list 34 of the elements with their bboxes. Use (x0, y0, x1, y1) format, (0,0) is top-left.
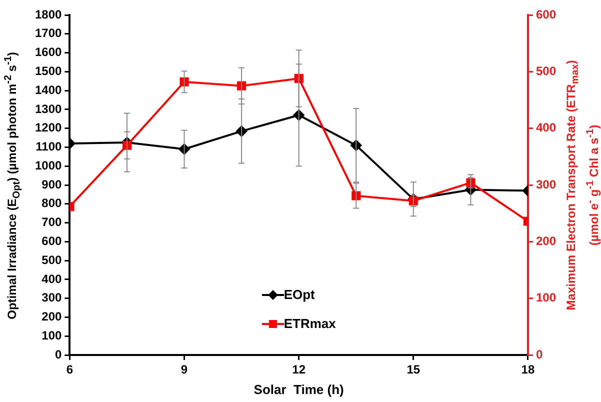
y2-tick-label: 300 (536, 177, 556, 192)
x-tick-label: 15 (406, 362, 420, 377)
x-tick-label: 9 (180, 362, 188, 377)
y-tick-label: 1500 (34, 64, 62, 78)
x-tick-label: 6 (66, 362, 74, 377)
x-tick-label: 12 (292, 362, 306, 377)
y-tick-label: 900 (42, 177, 62, 192)
y-tick-label: 1100 (36, 140, 62, 154)
y2-tick-label: 0 (536, 347, 543, 362)
y-tick-label: 100 (42, 328, 62, 342)
y-tick-label: 1700 (34, 26, 62, 40)
y-tick-label: 1600 (34, 45, 62, 60)
y2-tick-label: 100 (536, 290, 556, 305)
legend-label: EOpt (284, 287, 315, 302)
y-tick-label: 1400 (34, 82, 62, 97)
y-tick-label: 400 (42, 272, 62, 286)
y-tick-label: 600 (42, 234, 62, 248)
y2-tick-label: 400 (536, 120, 556, 135)
x-tick-label: 18 (521, 362, 535, 377)
y-tick-label: 1300 (34, 102, 62, 116)
y-tick-label: 500 (42, 252, 62, 267)
y-tick-label: 800 (42, 196, 62, 210)
y-tick-label: 1800 (34, 7, 62, 22)
x-axis-title: Solar Time (h) (254, 382, 344, 397)
y-tick-label: 0 (55, 347, 62, 362)
y2-tick-label: 200 (536, 234, 556, 248)
y-tick-label: 700 (42, 215, 62, 230)
y-tick-label: 300 (42, 290, 62, 305)
y-tick-label: 200 (42, 310, 62, 324)
legend-label: ETRmax (284, 316, 336, 331)
y2-tick-label: 500 (536, 64, 556, 78)
y-tick-label: 1200 (34, 120, 62, 135)
y-tick-label: 1000 (34, 158, 62, 172)
y2-tick-label: 600 (536, 7, 556, 22)
